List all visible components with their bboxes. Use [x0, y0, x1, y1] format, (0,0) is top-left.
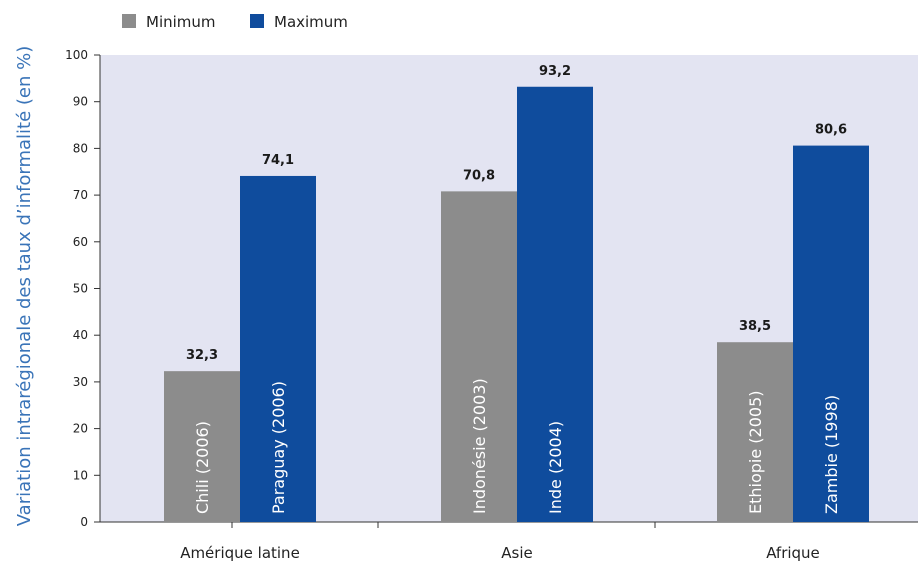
- bar-inner-label: Inde (2004): [546, 421, 565, 514]
- bar-inner-label: Chili (2006): [193, 421, 212, 514]
- labels-group: 32,3 Chili (2006) 70,8 Indonésie (2003) 38,5…: [186, 64, 847, 514]
- legend-label-maximum: Maximum: [274, 13, 348, 31]
- data-label: 80,6: [815, 123, 847, 138]
- bar-minimum: [441, 191, 517, 522]
- legend-swatch-maximum: [250, 14, 264, 28]
- bar-maximum: [517, 86, 593, 523]
- data-label: 70,8: [463, 168, 495, 183]
- y-axis-label: Variation intrarégionale des taux d’info…: [14, 46, 35, 526]
- bar-inner-label: Indonésie (2003): [470, 378, 489, 514]
- y-tick-label: 60: [73, 235, 88, 249]
- legend-label-minimum: Minimum: [146, 13, 216, 31]
- x-tick-label: Amérique latine: [180, 544, 300, 562]
- x-tick-label: Afrique: [766, 544, 820, 562]
- legend-swatch-minimum: [122, 14, 136, 28]
- x-tick-label: Asie: [501, 544, 532, 562]
- bars-group: [164, 86, 869, 523]
- bar-inner-label: Zambie (1998): [822, 395, 841, 514]
- data-label: 32,3: [186, 348, 218, 363]
- y-tick-label: 100: [65, 48, 88, 62]
- bar-minimum: [164, 371, 240, 522]
- data-label: 38,5: [739, 319, 771, 334]
- y-tick-label: 40: [73, 328, 88, 342]
- y-tick-label: 70: [73, 188, 88, 202]
- bar-maximum: [240, 175, 316, 522]
- data-label: 74,1: [262, 153, 294, 168]
- y-tick-label: 90: [73, 95, 88, 109]
- legend: Minimum Maximum: [122, 13, 348, 31]
- bar-inner-label: Paraguay (2006): [269, 381, 288, 514]
- y-tick-label: 80: [73, 141, 88, 155]
- y-tick-label: 10: [73, 468, 88, 482]
- bar-minimum: [717, 342, 793, 522]
- y-tick-label: 20: [73, 422, 88, 436]
- bar-inner-label: Ethiopie (2005): [746, 391, 765, 515]
- y-tick-label: 50: [73, 282, 88, 296]
- y-tick-label: 0: [80, 515, 88, 529]
- y-tick-label: 30: [73, 375, 88, 389]
- bar-maximum: [793, 145, 869, 522]
- data-label: 93,2: [539, 64, 571, 79]
